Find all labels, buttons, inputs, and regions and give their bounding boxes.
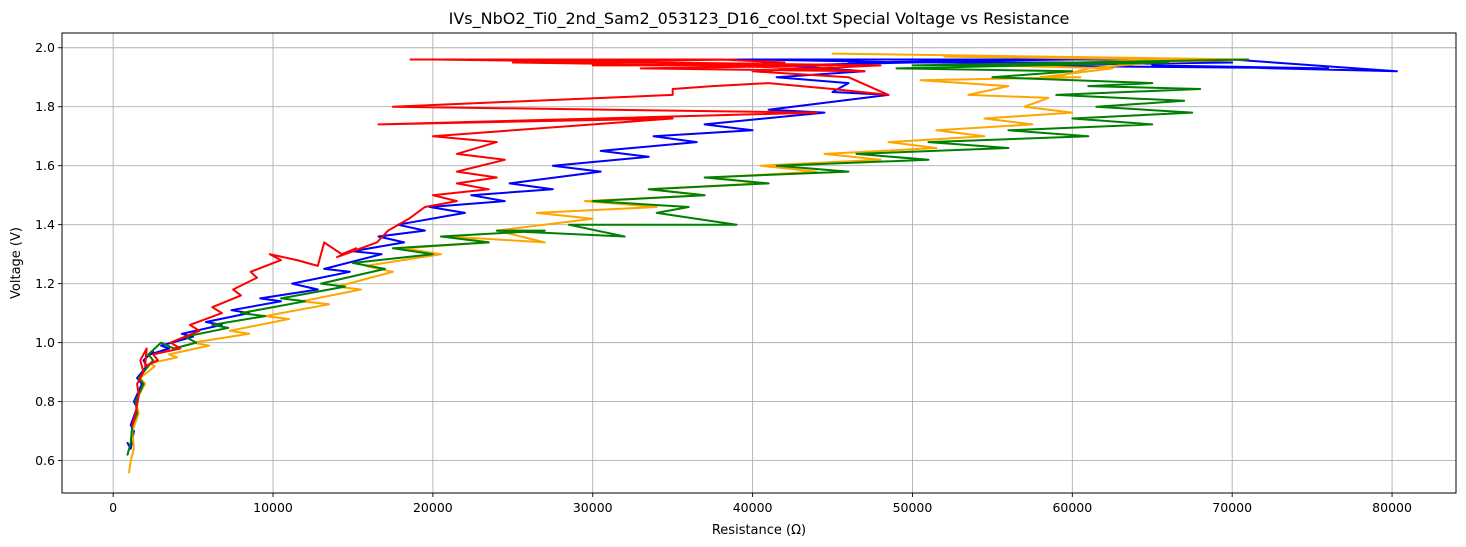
grid-lines: [62, 33, 1456, 493]
axis-ticks: 0 10000 20000 30000 40000 50000 60000 70000 8000…: [35, 40, 1412, 515]
y-tick-label: 1.0: [35, 335, 55, 350]
x-tick-label: 60000: [1052, 500, 1092, 515]
x-tick-label: 70000: [1212, 500, 1252, 515]
chart-title: IVs_NbO2_Ti0_2nd_Sam2_053123_D16_cool.tx…: [449, 9, 1070, 29]
series-line-1: [126, 58, 1398, 450]
y-tick-label: 1.6: [35, 158, 55, 173]
x-tick-label: 40000: [733, 500, 773, 515]
data-series: [126, 52, 1398, 474]
y-tick-label: 0.6: [35, 453, 55, 468]
series-line-4: [131, 58, 890, 427]
x-tick-label: 0: [109, 500, 117, 515]
y-tick-label: 1.4: [35, 217, 55, 232]
x-axis-label: Resistance (Ω): [712, 523, 806, 538]
x-tick-label: 50000: [893, 500, 933, 515]
x-tick-label: 20000: [413, 500, 453, 515]
y-tick-label: 2.0: [35, 40, 55, 55]
y-tick-label: 1.8: [35, 99, 55, 114]
series-line-2: [128, 52, 1250, 474]
y-tick-label: 1.2: [35, 276, 55, 291]
y-axis-label: Voltage (V): [9, 227, 24, 299]
x-tick-label: 80000: [1372, 500, 1412, 515]
plot-frame: [61, 32, 1457, 494]
x-tick-label: 30000: [573, 500, 613, 515]
series-line-3: [126, 58, 1250, 456]
y-tick-label: 0.8: [35, 394, 55, 409]
x-tick-label: 10000: [253, 500, 293, 515]
